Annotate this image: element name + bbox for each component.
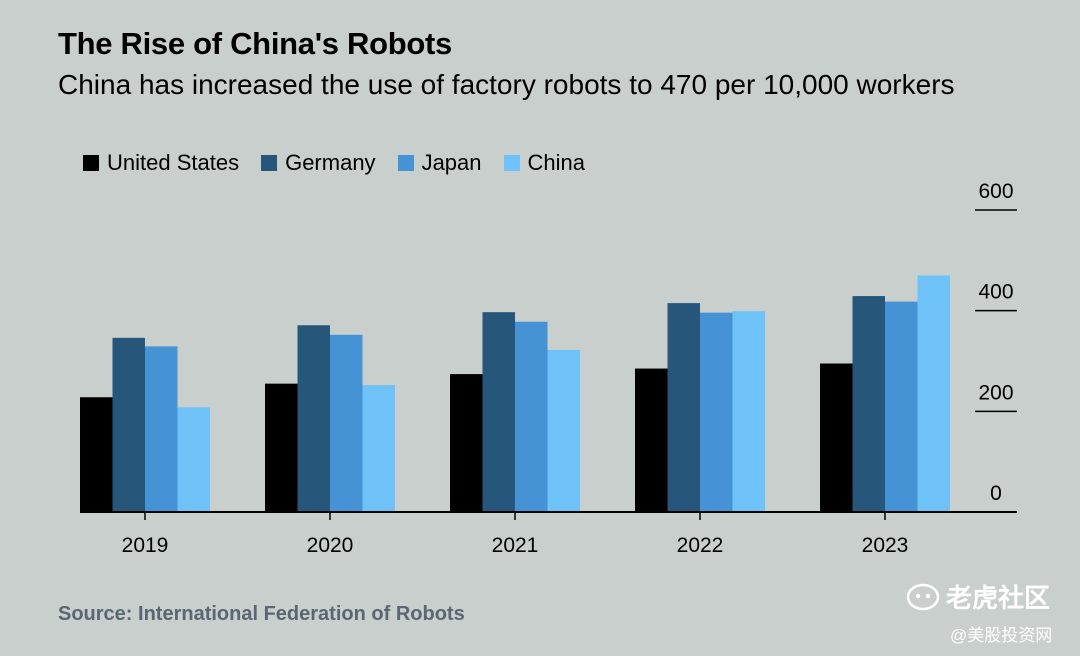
legend-item-united-states: United States [83,150,239,176]
bar-japan-2021 [515,321,548,512]
chart-title: The Rise of China's Robots [58,26,452,61]
y-tick-label: 0 [990,482,1002,505]
legend-item-japan: Japan [397,150,482,176]
legend-swatch-germany [261,155,278,171]
bar-germany-2022 [667,303,700,512]
watermark-text: 老虎社区 [946,583,1051,613]
bar-china-2020 [362,385,395,512]
legend-swatch-china [503,155,520,171]
watermark-handle: @美股投资网 [950,626,1053,645]
bar-china-2023 [917,275,950,512]
x-tick-label: 2019 [122,534,169,557]
x-tick-label: 2022 [677,534,724,557]
bar-japan-2019 [145,346,178,512]
tiger-logo-icon [906,583,940,610]
legend-label-germany: Germany [285,150,376,175]
x-tick-label: 2023 [862,534,909,557]
legend-item-germany: Germany [261,150,376,176]
y-tick-label: 400 [978,281,1013,304]
bar-japan-2022 [700,312,733,512]
bar-united-states-2019 [80,397,113,512]
bar-united-states-2020 [265,383,298,512]
bar-china-2021 [547,349,580,512]
bar-japan-2020 [330,334,363,512]
bar-united-states-2023 [820,363,853,512]
bar-united-states-2022 [635,368,668,512]
legend-swatch-united-states [83,155,99,171]
bar-germany-2021 [482,312,515,512]
bar-germany-2020 [297,325,330,512]
bar-china-2019 [177,407,210,512]
y-tick-label: 600 [978,180,1013,203]
x-tick-label: 2020 [307,534,354,557]
chart-subtitle: China has increased the use of factory r… [58,69,955,100]
bar-germany-2023 [852,296,885,512]
watermark: 老虎社区 [906,578,1050,615]
legend: United States Germany Japan China [83,150,585,176]
bar-china-2022 [732,311,765,512]
legend-label-japan: Japan [421,150,482,175]
x-tick-label: 2021 [492,534,539,557]
bar-germany-2019 [112,337,145,512]
bar-japan-2023 [885,301,918,512]
legend-label-china: China [527,150,585,175]
legend-label-united-states: United States [107,150,240,175]
y-tick-label: 200 [978,381,1013,404]
source-note: Source: International Federation of Robo… [58,603,465,625]
legend-item-china: China [503,150,585,176]
legend-swatch-japan [397,155,414,171]
bar-united-states-2021 [450,374,483,512]
